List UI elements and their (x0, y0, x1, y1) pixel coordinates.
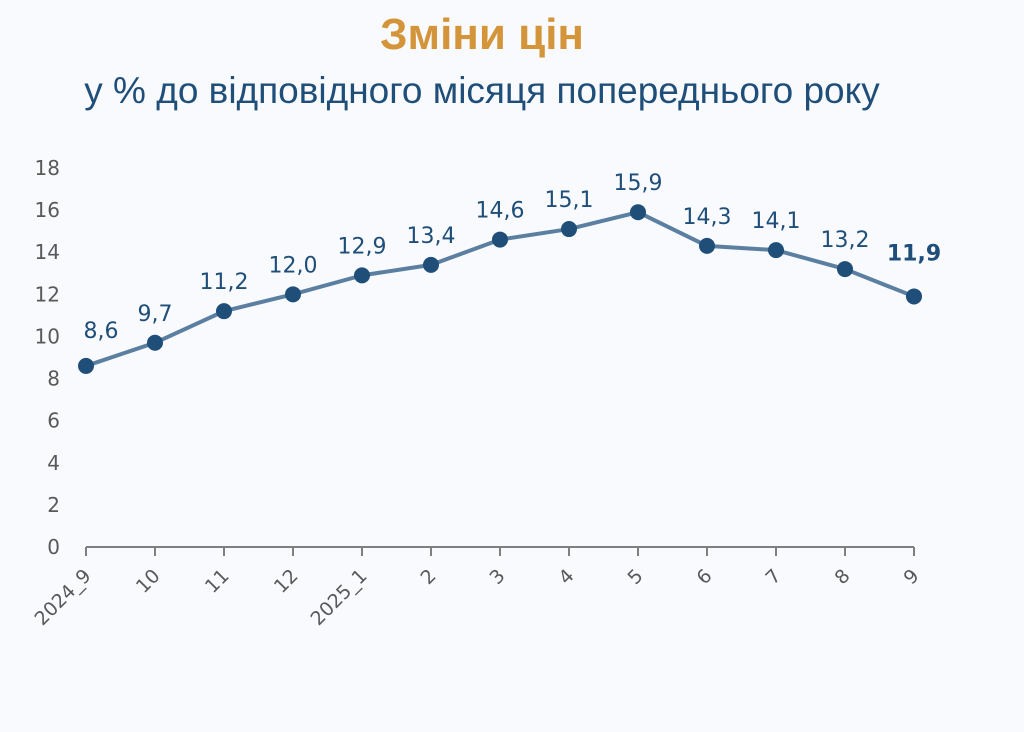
x-tick-label: 3 (485, 565, 509, 589)
data-label: 14,3 (683, 205, 732, 230)
data-point (354, 267, 370, 284)
data-label: 12,0 (269, 253, 318, 278)
x-tick-label: 2 (416, 565, 440, 589)
chart-title: Зміни цін (379, 10, 585, 59)
y-tick-label: 2 (47, 493, 60, 517)
x-tick-label: 6 (692, 565, 716, 589)
data-point (561, 221, 577, 238)
data-point (216, 303, 232, 320)
y-tick-label: 4 (47, 451, 60, 475)
y-tick-label: 12 (35, 282, 60, 306)
x-tick-label: 2025_1 (307, 565, 372, 630)
y-tick-label: 16 (35, 198, 60, 222)
x-tick-label: 8 (830, 565, 854, 589)
y-tick-label: 6 (47, 409, 60, 433)
data-point (423, 256, 439, 273)
data-point (78, 357, 94, 374)
data-label: 12,9 (338, 234, 387, 259)
y-tick-label: 10 (35, 324, 60, 348)
data-label: 11,9 (887, 241, 941, 266)
data-point (837, 261, 853, 278)
chart-subtitle: у % до відповідного місяця попереднього … (84, 70, 880, 111)
data-label: 11,2 (200, 270, 249, 295)
data-point (906, 288, 922, 305)
data-label: 15,1 (545, 188, 594, 213)
data-point (699, 237, 715, 254)
data-label: 8,6 (84, 319, 119, 344)
y-tick-label: 14 (35, 240, 60, 264)
data-label: 14,6 (476, 199, 525, 224)
data-point (147, 334, 163, 351)
data-label: 15,9 (614, 171, 663, 196)
y-tick-label: 8 (47, 367, 60, 391)
x-tick-label: 12 (270, 565, 303, 598)
data-point (285, 286, 301, 303)
data-label: 13,2 (821, 228, 870, 253)
x-tick-label: 5 (623, 565, 647, 589)
data-point (768, 242, 784, 259)
data-point (492, 231, 508, 248)
x-tick-label: 7 (761, 565, 785, 589)
x-tick-label: 10 (132, 565, 165, 598)
x-tick-label: 2024_9 (31, 565, 96, 630)
x-tick-label: 9 (899, 565, 923, 589)
y-tick-label: 0 (47, 535, 60, 559)
data-point (630, 204, 646, 221)
y-tick-label: 18 (35, 156, 60, 180)
x-tick-label: 4 (554, 565, 578, 589)
data-label: 13,4 (407, 224, 456, 249)
data-label: 9,7 (138, 302, 173, 327)
data-label: 14,1 (752, 209, 801, 234)
x-tick-label: 11 (201, 565, 234, 598)
